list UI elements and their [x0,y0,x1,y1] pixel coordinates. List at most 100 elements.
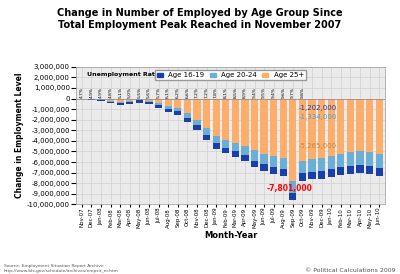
Bar [347,99,354,153]
Bar [174,111,181,115]
Bar [222,140,229,148]
Bar [232,152,239,157]
Bar [328,156,335,169]
Text: Source: Employment Situation Report Archive
http://www.bls.gov/schedule/archives: Source: Employment Situation Report Arch… [4,264,119,273]
Bar [260,164,268,171]
Bar [88,99,95,100]
Bar [155,103,162,105]
Bar [193,99,200,120]
Text: 4.7%: 4.7% [80,87,84,98]
Bar [155,99,162,103]
Bar [222,148,229,153]
Bar [308,172,316,179]
Text: 9.8%: 9.8% [300,87,304,98]
Text: 5.6%: 5.6% [147,87,151,98]
Bar [97,99,104,100]
Text: 6.6%: 6.6% [185,87,189,98]
Bar [347,166,354,174]
Text: 8.1%: 8.1% [224,87,228,98]
Text: 9.6%: 9.6% [281,87,285,98]
Bar [164,106,172,109]
Text: 9.7%: 9.7% [291,87,295,98]
Bar [337,167,344,175]
Bar [136,99,143,100]
Bar [136,100,143,101]
Text: 9.4%: 9.4% [272,87,276,98]
Y-axis label: Change in Employment Level: Change in Employment Level [15,73,24,198]
Text: Change in Number of Employed by Age Group Since
Total Employment Peak Reached in: Change in Number of Employed by Age Grou… [57,8,343,30]
Bar [97,100,104,101]
Bar [145,102,152,104]
Bar [145,99,152,101]
Bar [184,99,191,113]
Bar [318,99,325,158]
Bar [241,99,248,146]
Bar [241,155,248,161]
Bar [203,128,210,135]
Text: 5.0%: 5.0% [128,87,132,98]
Text: 9.4%: 9.4% [252,87,256,98]
Bar [126,101,133,102]
Bar [347,153,354,166]
Text: -5,265,000: -5,265,000 [298,143,336,149]
Bar [299,173,306,181]
Text: 4.9%: 4.9% [89,87,93,98]
Bar [164,99,172,106]
Bar [212,99,220,136]
Bar [164,109,172,112]
Bar [289,99,296,181]
Text: 7.2%: 7.2% [204,87,208,98]
Text: 6.2%: 6.2% [176,87,180,98]
Bar [136,101,143,103]
Text: 5.5%: 5.5% [137,87,141,98]
Bar [251,99,258,150]
Bar [366,153,373,166]
Bar [376,168,383,176]
Bar [356,165,364,173]
Bar [308,159,316,172]
Bar [270,167,277,173]
Bar [232,99,239,143]
Text: 9.5%: 9.5% [262,87,266,98]
Bar [145,101,152,102]
Bar [337,153,344,167]
Bar [270,99,277,156]
Bar [299,161,306,173]
Bar [126,99,133,101]
Bar [289,181,296,193]
Bar [318,171,325,179]
Bar [126,102,133,104]
Bar [251,161,258,167]
Text: 6.1%: 6.1% [166,87,170,98]
Bar [184,118,191,121]
Bar [174,108,181,111]
Bar [193,125,200,130]
Bar [232,143,239,152]
Bar [107,99,114,101]
Bar [308,99,316,159]
Text: 4.9%: 4.9% [99,87,103,98]
Text: -1,202,000: -1,202,000 [298,105,336,111]
Bar [212,136,220,143]
Bar [299,99,306,161]
Bar [107,101,114,102]
Text: -7,801,000: -7,801,000 [267,184,313,193]
Text: © Political Calculations 2009: © Political Calculations 2009 [305,268,396,273]
Bar [260,99,268,153]
Bar [116,99,124,102]
Bar [116,103,124,105]
Text: 8.9%: 8.9% [243,87,247,98]
Bar [289,193,296,200]
Bar [212,143,220,149]
Text: 5.7%: 5.7% [156,87,160,98]
Bar [174,99,181,108]
Legend: Age 16-19, Age 20-24, Age 25+: Age 16-19, Age 20-24, Age 25+ [155,70,306,81]
Bar [366,166,373,174]
Bar [356,152,364,165]
Bar [356,99,364,152]
Bar [318,158,325,171]
Bar [241,146,248,155]
Text: 7.8%: 7.8% [214,87,218,98]
Text: 8.5%: 8.5% [233,87,237,98]
Bar [116,102,124,103]
